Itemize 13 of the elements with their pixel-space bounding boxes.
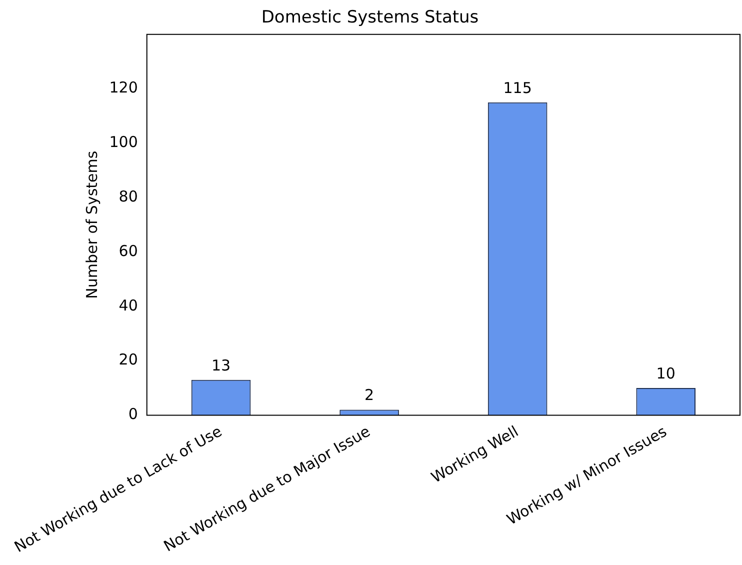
y-tick-label: 20 — [118, 350, 138, 369]
data-label: 2 — [364, 386, 374, 404]
y-tick-label: 80 — [118, 188, 138, 206]
data-label: 115 — [503, 78, 532, 97]
data-label: 10 — [656, 364, 676, 382]
y-axis-title: Number of Systems — [83, 150, 102, 299]
y-tick-label: 40 — [118, 296, 138, 314]
y-tick-label: 0 — [128, 405, 138, 424]
data-label: 13 — [211, 356, 231, 374]
y-tick-label: 100 — [109, 133, 138, 152]
y-tick-label: 60 — [118, 242, 138, 260]
chart-title: Domestic Systems Status — [261, 8, 479, 28]
y-tick-label: 120 — [109, 78, 138, 97]
